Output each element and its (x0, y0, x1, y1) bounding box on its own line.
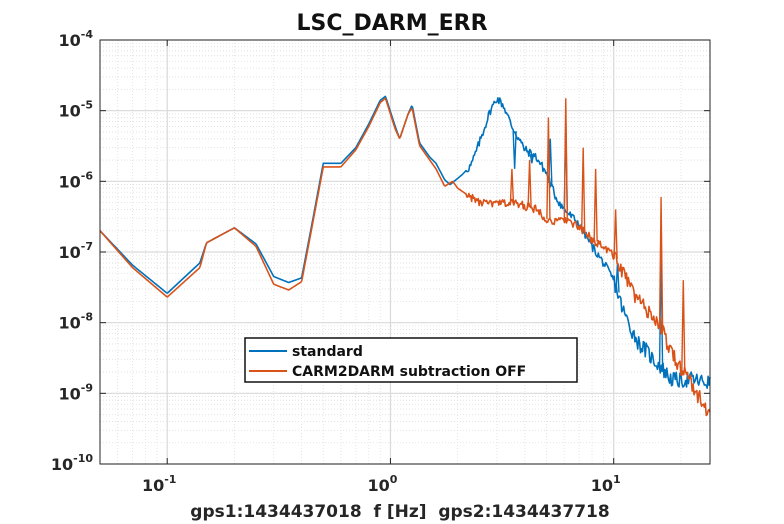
x-tick-exponent: -1 (164, 473, 176, 486)
y-tick-exponent: -9 (81, 381, 93, 394)
grid (99, 39, 710, 465)
series-group (99, 95, 711, 417)
series-spike (563, 98, 568, 220)
series-spike (509, 168, 515, 203)
y-tick-label: 10-4 (59, 28, 94, 50)
y-tick-label: 10-10 (51, 452, 93, 474)
x-tick-label: 10-1 (142, 473, 177, 495)
series-spike (658, 197, 664, 328)
y-tick-exponent: -8 (81, 311, 93, 324)
y-tick-exponent: -7 (81, 240, 93, 253)
x-axis-label: gps1:1434437018 f [Hz] gps2:1434437718 (190, 502, 609, 522)
series-spike (527, 160, 532, 208)
series-spike (580, 147, 586, 232)
y-tick-exponent: -6 (81, 169, 94, 182)
y-tick-exponent: -4 (81, 28, 94, 41)
series-spike (593, 168, 598, 242)
series-spike (512, 131, 517, 169)
y-tick-label: 10-6 (59, 169, 94, 191)
y-tick-exponent: -10 (73, 452, 93, 465)
series-line (99, 97, 711, 417)
series-spike (546, 117, 551, 220)
x-tick-label: 100 (367, 473, 397, 495)
y-tick-label: 10-7 (59, 240, 94, 262)
y-tick-label: 10-9 (59, 381, 94, 403)
y-tick-exponent: -5 (81, 99, 93, 112)
series-spike (613, 209, 618, 260)
legend-entry: CARM2DARM subtraction OFF (292, 364, 526, 380)
chart-title: LSC_DARM_ERR (296, 11, 487, 36)
legend-box (244, 337, 578, 383)
y-tick-label: 10-8 (59, 311, 94, 333)
x-tick-label: 101 (591, 473, 621, 495)
series-spike (529, 154, 535, 164)
series-spike (681, 280, 686, 373)
x-tick-exponent: 0 (390, 473, 398, 486)
legend: standard CARM2DARM subtraction OFF (244, 337, 578, 383)
legend-entry: standard (292, 344, 363, 360)
y-tick-label: 10-5 (59, 99, 94, 121)
x-tick-exponent: 1 (613, 473, 621, 486)
